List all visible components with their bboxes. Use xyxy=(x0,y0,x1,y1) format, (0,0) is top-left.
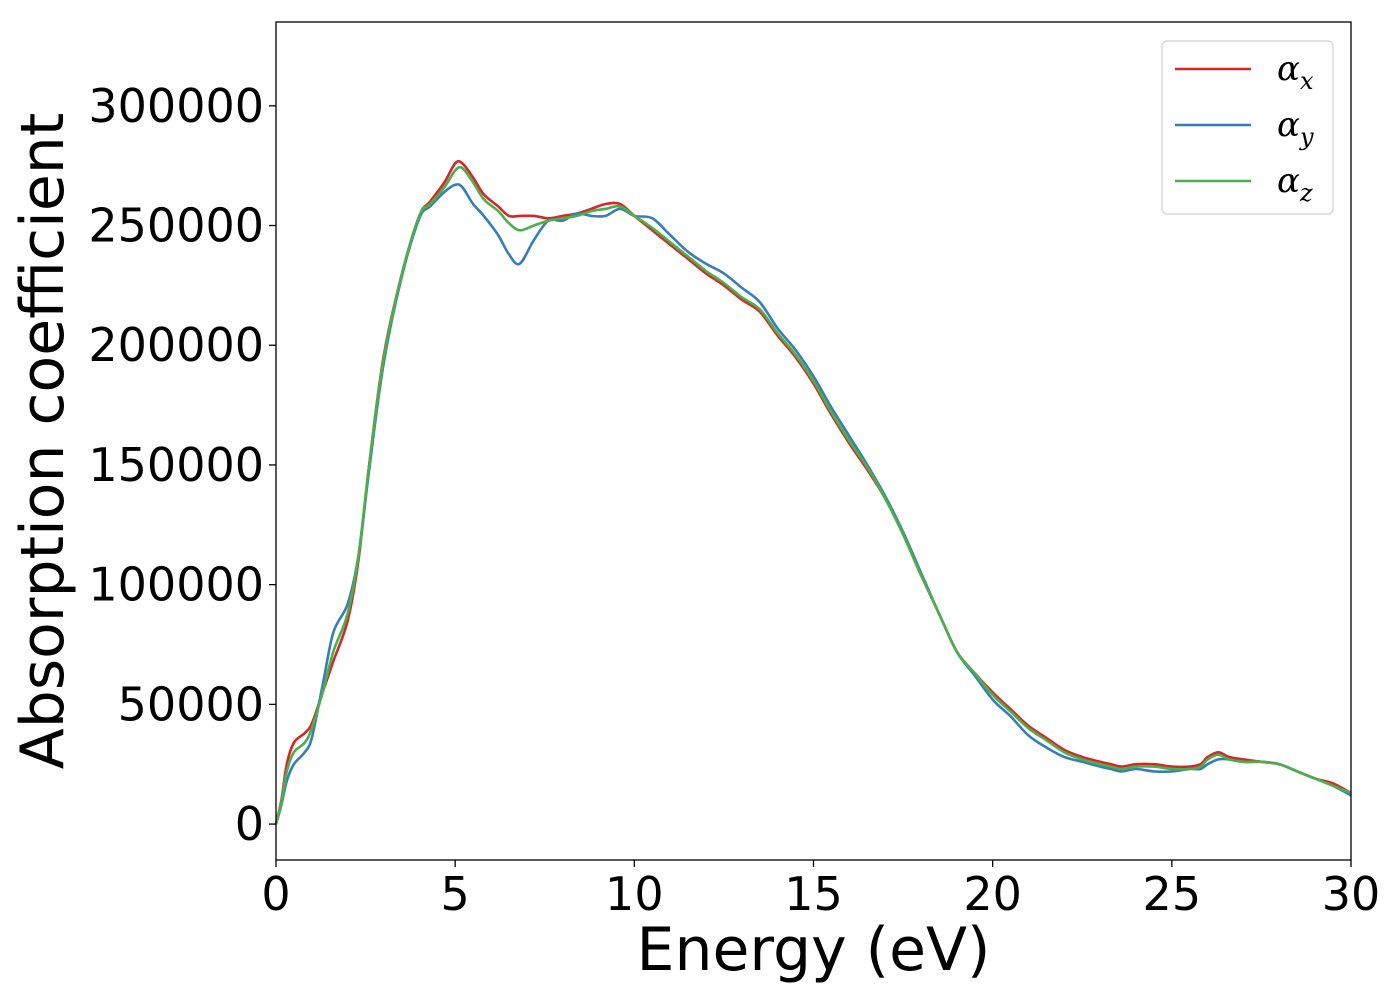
x-tick-label: 10 xyxy=(605,867,664,921)
y-tick-label: 300000 xyxy=(88,79,264,133)
y-tick-label: 150000 xyxy=(88,438,264,492)
x-tick-label: 0 xyxy=(261,867,290,921)
y-axis: 0 50000 100000 150000 200000 250000 300000 xyxy=(88,79,276,851)
series-layer xyxy=(274,159,1352,825)
x-axis-label: Energy (eV) xyxy=(637,915,991,985)
y-tick-label: 200000 xyxy=(88,318,264,372)
legend-box xyxy=(1161,40,1334,215)
y-tick-label: 50000 xyxy=(118,677,264,731)
y-tick-label: 100000 xyxy=(88,558,264,612)
legend-subscript-y: y xyxy=(1299,123,1314,151)
x-axis: 0 5 10 15 20 25 30 xyxy=(261,860,1380,921)
x-tick-label: 15 xyxy=(784,867,843,921)
legend-subscript-z: z xyxy=(1299,179,1313,207)
x-tick-label: 25 xyxy=(1143,867,1202,921)
x-tick-label: 20 xyxy=(963,867,1022,921)
legend-subscript-x: x xyxy=(1300,67,1314,95)
x-tick-label: 30 xyxy=(1322,867,1381,921)
x-tick-label: 5 xyxy=(441,867,470,921)
y-tick-label: 0 xyxy=(235,797,264,851)
series-line-z xyxy=(274,165,1352,825)
y-tick-label: 250000 xyxy=(88,199,264,253)
y-axis-label: Absorption coefficient xyxy=(8,113,78,770)
